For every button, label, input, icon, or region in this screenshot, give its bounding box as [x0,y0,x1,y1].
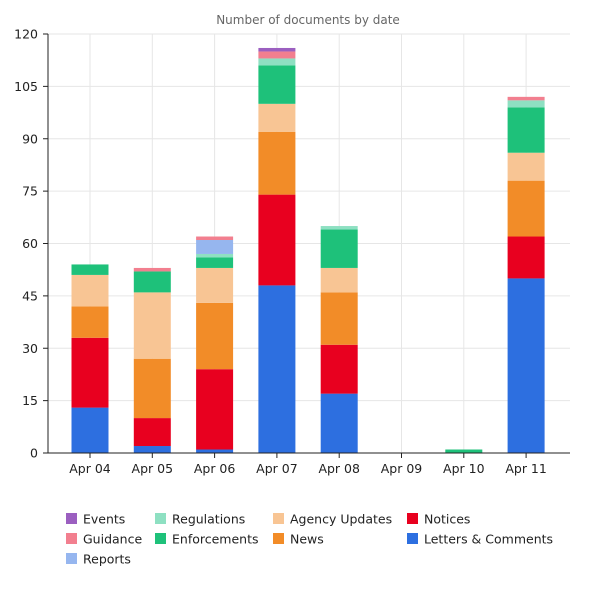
bar-segment-news [133,358,171,419]
legend-label: Letters & Comments [424,532,553,547]
y-tick-label: 15 [22,393,38,408]
bar-segment-enforcements [71,264,109,275]
y-tick-label: 90 [22,131,38,146]
legend-label: Notices [424,512,470,527]
legend-item[interactable]: Guidance [66,532,142,547]
x-tick-label: Apr 11 [505,461,547,476]
legend-swatch [407,513,418,524]
legend-label: News [290,532,324,547]
x-tick-label: Apr 10 [443,461,485,476]
bar-segment-guidance [196,236,234,241]
x-tick-label: Apr 06 [194,461,236,476]
legend-item[interactable]: Enforcements [155,532,259,547]
bar-segment-news [258,131,296,195]
x-tick-label: Apr 09 [381,461,423,476]
legend: Events Guidance Reports Regulations Enforcem… [66,512,553,567]
axes: 0 15 30 45 60 75 90 105 120 Apr 04 Apr 05 Apr 06 Apr… [14,27,570,476]
bar-segment-enforcements [445,449,483,453]
x-tick-label: Apr 05 [132,461,174,476]
legend-swatch [66,533,77,544]
bar-segment-guidance [507,96,545,101]
x-tick-label: Apr 04 [69,461,111,476]
bar-segment-enforcements [258,65,296,104]
bar-segment-news [507,180,545,237]
bar-segment-agency-updates [258,103,296,132]
bar-segment-letters-comments [507,278,545,453]
bar-segment-letters-comments [71,407,109,453]
x-tick-label: Apr 07 [256,461,298,476]
bar-segment-regulations [507,100,545,108]
bar-segment-notices [71,337,109,408]
bar-segment-letters-comments [133,446,171,453]
legend-label: Regulations [172,512,245,527]
legend-item[interactable]: Reports [66,552,131,567]
bar-segment-notices [196,369,234,450]
bar-segment-notices [320,344,358,394]
legend-item[interactable]: Letters & Comments [407,532,553,547]
bar-segment-notices [258,194,296,286]
bar-segment-agency-updates [133,292,171,359]
bar-segment-letters-comments [320,393,358,453]
bar-segment-regulations [196,253,234,258]
bar-segment-agency-updates [320,267,358,293]
legend-swatch [66,513,77,524]
legend-label: Events [83,512,125,527]
legend-label: Reports [83,552,131,567]
bar-segment-enforcements [196,257,234,268]
bar-segment-guidance [133,267,171,272]
bar-segment-news [71,306,109,338]
bar-segment-enforcements [320,229,358,268]
bar-segment-letters-comments [196,449,234,453]
bar-segment-reports [196,240,234,254]
y-tick-label: 75 [22,184,38,199]
legend-label: Guidance [83,532,142,547]
legend-item[interactable]: Events [66,512,125,527]
legend-label: Enforcements [172,532,259,547]
bar-segment-enforcements [133,271,171,293]
x-tick-label: Apr 08 [318,461,360,476]
bar-segment-news [196,302,234,370]
grid-lines [48,33,570,453]
bar-segment-agency-updates [196,267,234,303]
bar-segment-notices [133,418,171,447]
bar-segment-events [258,47,296,52]
bar-segment-regulations [320,226,358,230]
legend-item[interactable]: Regulations [155,512,245,527]
y-tick-label: 120 [14,27,38,42]
legend-swatch [155,533,166,544]
bar-segment-letters-comments [258,285,296,453]
legend-item[interactable]: Notices [407,512,470,527]
bar-segment-enforcements [507,107,545,153]
legend-swatch [66,553,77,564]
y-tick-label: 30 [22,341,38,356]
bar-segment-agency-updates [507,152,545,181]
bars [71,47,545,453]
legend-swatch [407,533,418,544]
bar-segment-agency-updates [71,274,109,307]
chart-title: Number of documents by date [216,13,400,27]
y-tick-label: 0 [30,446,38,461]
bar-segment-notices [507,236,545,279]
bar-segment-guidance [258,51,296,59]
legend-item[interactable]: News [273,532,324,547]
y-tick-label: 60 [22,236,38,251]
legend-swatch [273,533,284,544]
y-tick-label: 45 [22,288,38,303]
bar-segment-regulations [258,58,296,66]
legend-swatch [273,513,284,524]
legend-label: Agency Updates [290,512,392,527]
legend-swatch [155,513,166,524]
bar-segment-news [320,292,358,345]
legend-item[interactable]: Agency Updates [273,512,392,527]
y-tick-label: 105 [14,79,38,94]
